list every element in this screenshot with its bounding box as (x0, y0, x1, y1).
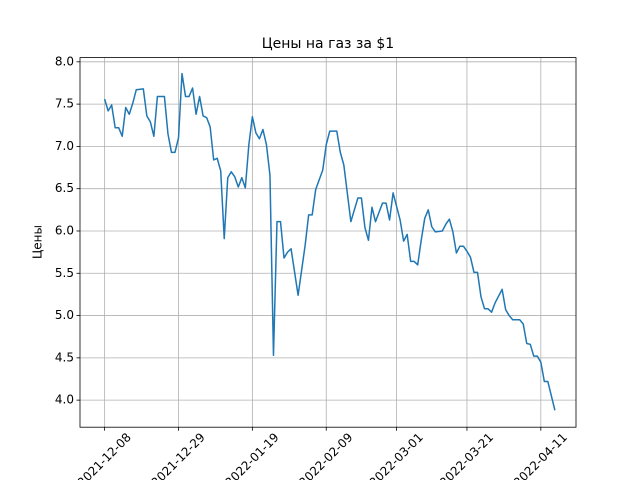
x-tick-label: 2022-04-11 (511, 430, 570, 480)
y-tick-label: 4.5 (55, 350, 74, 364)
y-tick-label: 5.5 (55, 266, 74, 280)
x-tick-label: 2021-12-29 (149, 430, 208, 480)
x-tick-label: 2022-03-21 (437, 430, 496, 480)
y-tick-label: 7.0 (55, 139, 74, 153)
y-tick-label: 8.0 (55, 54, 74, 68)
x-tick-label: 2021-12-08 (75, 430, 134, 480)
y-tick-label: 5.0 (55, 308, 74, 322)
y-axis-label: Цены (31, 225, 45, 259)
plot-frame (79, 57, 577, 428)
x-tick-label: 2022-03-01 (367, 430, 426, 480)
x-tick-label: 2022-01-19 (222, 430, 281, 480)
x-tick-label: 2022-02-09 (296, 430, 355, 480)
line (103, 72, 556, 411)
y-tick-label: 6.0 (55, 223, 74, 237)
y-tick-label: 7.5 (55, 97, 74, 111)
chart-title: Цены на газ за $1 (262, 36, 394, 52)
y-tick-label: 4.0 (55, 393, 74, 407)
y-tick-label: 6.5 (55, 181, 74, 195)
